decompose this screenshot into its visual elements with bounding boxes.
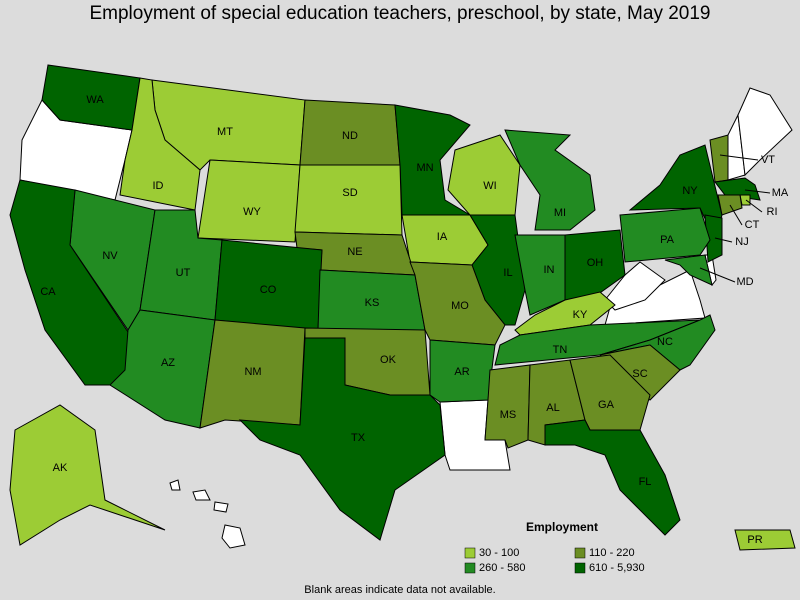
state-shape <box>619 207 711 263</box>
state-label: MD <box>736 276 753 288</box>
state-label: CA <box>40 286 56 298</box>
state-shape <box>628 144 723 242</box>
state-shape <box>197 159 301 243</box>
state-label: PR <box>747 534 762 546</box>
legend-label: 610 - 5,930 <box>589 562 645 574</box>
leader-line <box>699 267 736 283</box>
leader-line <box>745 199 763 213</box>
state-shape <box>564 229 626 301</box>
state-shape <box>238 337 446 541</box>
state-label: NV <box>102 250 118 262</box>
state-shape <box>169 479 181 491</box>
states: WA MT ID ND MN WY SD WI NY VT MA RI CT NJ MD MI PA IA NE NV… <box>9 64 796 551</box>
leader-line <box>714 237 733 243</box>
state-label: CO <box>260 284 277 296</box>
state-label: PA <box>660 234 675 246</box>
state-shape <box>664 254 713 286</box>
state-label: MN <box>416 162 433 174</box>
state-shape <box>9 179 131 386</box>
state-label: NC <box>657 336 673 348</box>
map-title: Employment of special education teachers… <box>89 3 710 24</box>
state-label: MT <box>217 126 233 138</box>
state-label: AZ <box>161 357 175 369</box>
state-label: MI <box>554 207 566 219</box>
state-label: SC <box>632 368 647 380</box>
state-label: IL <box>503 267 512 279</box>
leader-line <box>744 189 771 194</box>
leader-line <box>729 204 743 226</box>
state-label: NJ <box>735 236 748 248</box>
state-shape <box>294 164 403 236</box>
state-shape <box>41 64 141 131</box>
state-label: IN <box>544 264 555 276</box>
state-shape <box>213 501 229 513</box>
state-label: KY <box>573 309 588 321</box>
state-shape <box>544 419 681 536</box>
state-shape <box>9 404 166 546</box>
state-label: TX <box>351 432 366 444</box>
state-label: FL <box>639 476 652 488</box>
leader-line <box>719 154 759 161</box>
state-label: NE <box>347 246 362 258</box>
state-label: TN <box>553 344 568 356</box>
state-label: MS <box>500 409 517 421</box>
state-label: ID <box>153 180 164 192</box>
state-shape <box>484 364 531 449</box>
state-label: WI <box>483 180 496 192</box>
state-shape <box>119 77 201 211</box>
legend-swatch <box>574 547 586 559</box>
state-shape <box>192 489 211 501</box>
legend-swatch <box>464 562 476 574</box>
state-label: ND <box>342 130 358 142</box>
footnote: Blank areas indicate data not available. <box>304 584 495 596</box>
state-label: WY <box>243 206 261 218</box>
no-data-states <box>19 87 793 549</box>
state-label: OH <box>587 257 604 269</box>
state-label: MA <box>772 187 789 199</box>
state-shape <box>737 87 793 177</box>
legend-label: 260 - 580 <box>479 562 525 574</box>
state-label: IA <box>437 231 448 243</box>
state-label: KS <box>365 297 380 309</box>
state-label: MO <box>451 300 469 312</box>
state-label: AK <box>53 462 68 474</box>
state-label: AR <box>454 366 469 378</box>
legend-swatch <box>574 562 586 574</box>
state-label: SD <box>342 187 357 199</box>
legend: Employment 30 - 100 110 - 220 260 - 580 610… <box>464 520 645 574</box>
state-label: NY <box>682 185 698 197</box>
state-label: VT <box>761 154 775 166</box>
state-shape <box>704 214 723 263</box>
legend-label: 110 - 220 <box>589 547 635 559</box>
state-label: NM <box>244 366 261 378</box>
state-shape <box>221 524 246 549</box>
state-shape <box>504 129 596 231</box>
state-label: RI <box>767 206 778 218</box>
state-label: GA <box>598 399 615 411</box>
legend-swatch <box>464 547 476 559</box>
state-shape <box>734 529 796 551</box>
legend-label: 30 - 100 <box>479 547 519 559</box>
state-shape <box>429 339 496 403</box>
legend-title: Employment <box>526 520 598 534</box>
state-shape <box>514 234 566 316</box>
state-label: CT <box>745 219 760 231</box>
state-label: OK <box>380 354 397 366</box>
state-label: WA <box>86 94 104 106</box>
state-label: UT <box>176 267 191 279</box>
state-label: AL <box>546 402 559 414</box>
